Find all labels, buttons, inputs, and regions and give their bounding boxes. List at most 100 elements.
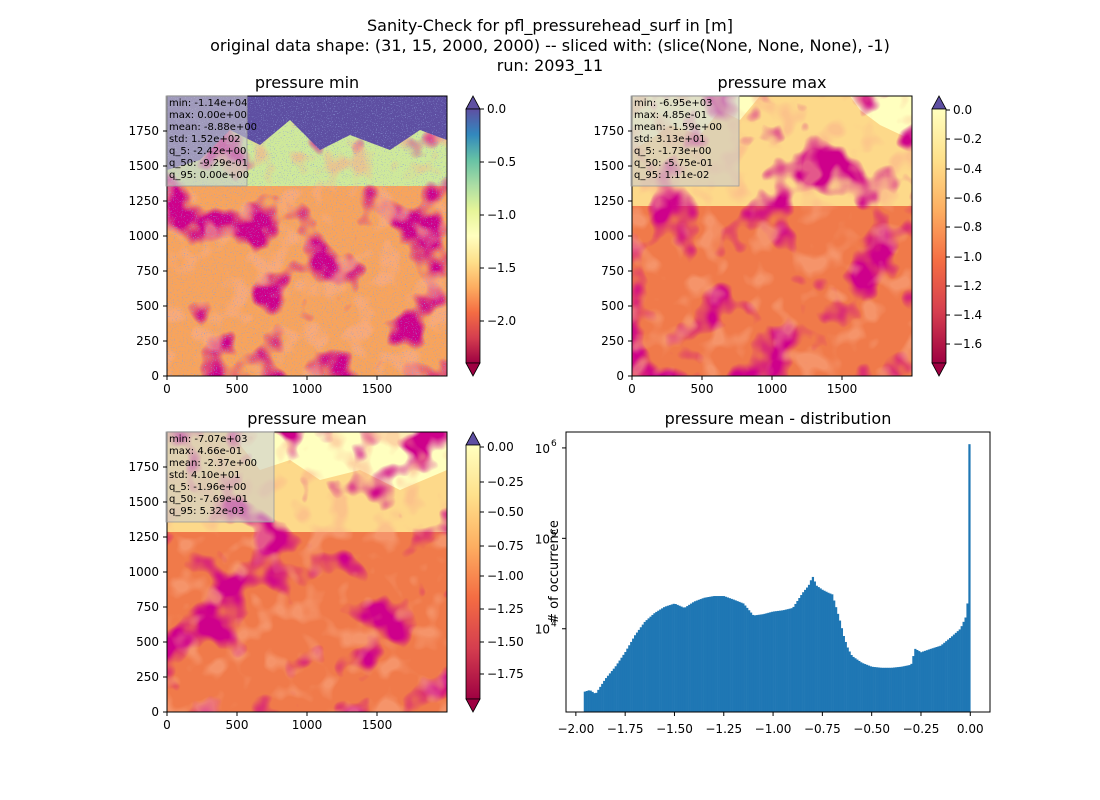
histogram-bar — [699, 599, 702, 712]
histogram-bar — [892, 667, 896, 712]
histogram-bar — [796, 600, 799, 712]
colorbar-gradient — [465, 108, 481, 364]
histogram-bar — [678, 605, 681, 712]
histogram-bar — [765, 613, 768, 712]
panel-pressure-min: pressure min min: -1.14e+04 max: 0.00e+0… — [128, 73, 516, 396]
stats-line: std: 3.13e+01 — [634, 134, 706, 145]
histogram-bar — [933, 647, 936, 712]
x-tick-label: 500 — [226, 718, 249, 732]
histogram-bar — [591, 691, 594, 712]
colorbar-extend-bottom — [931, 362, 947, 377]
histogram-bar — [825, 591, 828, 712]
histogram-bar — [662, 607, 666, 712]
histogram-bar — [833, 600, 836, 712]
panel-pressure-mean: pressure mean min: -7.07e+03 max: 4.66e-… — [128, 409, 523, 732]
histogram-bar — [941, 644, 944, 712]
histogram-bar — [809, 580, 813, 712]
y-tick-label: 250 — [136, 334, 159, 348]
histogram-bar — [637, 629, 641, 712]
histogram-bar — [616, 663, 619, 712]
colorbar-extend-top — [931, 95, 947, 110]
y-tick-label: 750 — [136, 264, 159, 278]
histogram-bar — [742, 603, 745, 712]
histogram-bar — [720, 596, 724, 712]
histogram-bar — [624, 651, 627, 712]
stats-box: min: -1.14e+04 max: 0.00e+00 mean: -8.88… — [165, 95, 257, 187]
histogram-bar — [780, 610, 784, 712]
histogram-bar — [875, 667, 878, 712]
histogram-bar — [900, 666, 903, 712]
histogram-bar — [840, 628, 844, 712]
histogram-bar — [622, 654, 625, 712]
histogram-bar — [877, 667, 880, 712]
histogram-bar — [798, 598, 801, 712]
histogram-bar — [831, 594, 834, 712]
histogram-bar — [954, 632, 958, 712]
y-tick-label: 1500 — [128, 495, 159, 509]
histogram-bar — [651, 614, 654, 712]
histogram-bar — [891, 667, 894, 712]
y-tick-label: 10 — [535, 623, 550, 637]
colorbar-tick-label: −0.8 — [953, 220, 982, 234]
histogram-bar — [674, 604, 677, 712]
stats-line: min: -7.07e+03 — [169, 434, 248, 445]
histogram-bar — [730, 598, 733, 712]
histogram-bar — [960, 626, 963, 712]
colorbar-extend-bottom — [465, 698, 481, 713]
histogram-bar — [923, 650, 927, 712]
histogram-bar — [964, 617, 967, 712]
colorbar: 0.0 −0.5 −1.0 −1.5 −2.0 — [465, 95, 516, 377]
histogram-bar — [952, 634, 956, 712]
histogram-bar — [925, 650, 929, 712]
histogram-bar — [863, 664, 867, 712]
histogram-bar — [635, 632, 639, 712]
histogram-bar — [657, 610, 660, 712]
stats-line: q_95: 5.32e-03 — [169, 506, 244, 517]
histogram-bar — [823, 590, 826, 712]
colorbar-gradient — [465, 444, 481, 700]
stats-line: std: 4.10e+01 — [169, 470, 241, 481]
plot-frame — [565, 431, 991, 713]
histogram-bar — [761, 614, 764, 712]
histogram-bar — [819, 588, 822, 712]
colorbar-tick-label: 0.0 — [487, 102, 506, 116]
histogram-bar — [904, 665, 907, 712]
histogram-bar — [724, 596, 728, 712]
histogram-bar — [606, 675, 610, 712]
colorbar-extend-bottom — [465, 362, 481, 377]
y-tick-label: 500 — [601, 299, 624, 313]
histogram-bar — [711, 596, 714, 712]
histogram-bar — [943, 642, 946, 712]
histogram-bar — [628, 645, 631, 712]
suptitle-line-2: original data shape: (31, 15, 2000, 2000… — [210, 36, 890, 55]
histogram-bar — [633, 635, 637, 712]
histogram-bar — [751, 614, 755, 712]
colorbar-tick-label: −0.25 — [487, 475, 524, 489]
histogram-bar — [881, 667, 884, 712]
histogram-bar — [709, 596, 712, 712]
x-ticks: −2.00 −1.75 −1.50 −1.25 −1.00 −0.75 −0.50 −0.25… — [557, 712, 984, 736]
histogram-bar — [873, 667, 876, 712]
y-axis-label: # of occurrence — [547, 520, 562, 624]
stats-line: mean: -8.88e+00 — [169, 122, 257, 133]
histogram-bar — [680, 606, 683, 712]
stats-line: max: 0.00e+00 — [169, 110, 247, 121]
histogram-bar — [732, 599, 735, 712]
y-tick-label: 1750 — [128, 124, 159, 138]
panel-title: pressure mean - distribution — [665, 409, 892, 428]
histogram-bar — [889, 667, 892, 712]
colorbar-tick-label: −0.6 — [953, 191, 982, 205]
histogram-bar — [912, 656, 915, 712]
panel-pressure-max: pressure max min: -6.95e+03 max: 4.85e-0… — [593, 73, 982, 396]
histogram-bar — [655, 611, 658, 712]
histogram-bar — [836, 613, 840, 712]
stats-line: std: 1.52e+02 — [169, 134, 241, 145]
x-tick-label: 1500 — [827, 382, 858, 396]
histogram-bar — [854, 658, 857, 712]
histogram-bar — [929, 648, 932, 712]
histogram-bar — [676, 604, 679, 712]
histogram-bar — [736, 601, 739, 712]
x-tick-label: 1000 — [292, 382, 323, 396]
